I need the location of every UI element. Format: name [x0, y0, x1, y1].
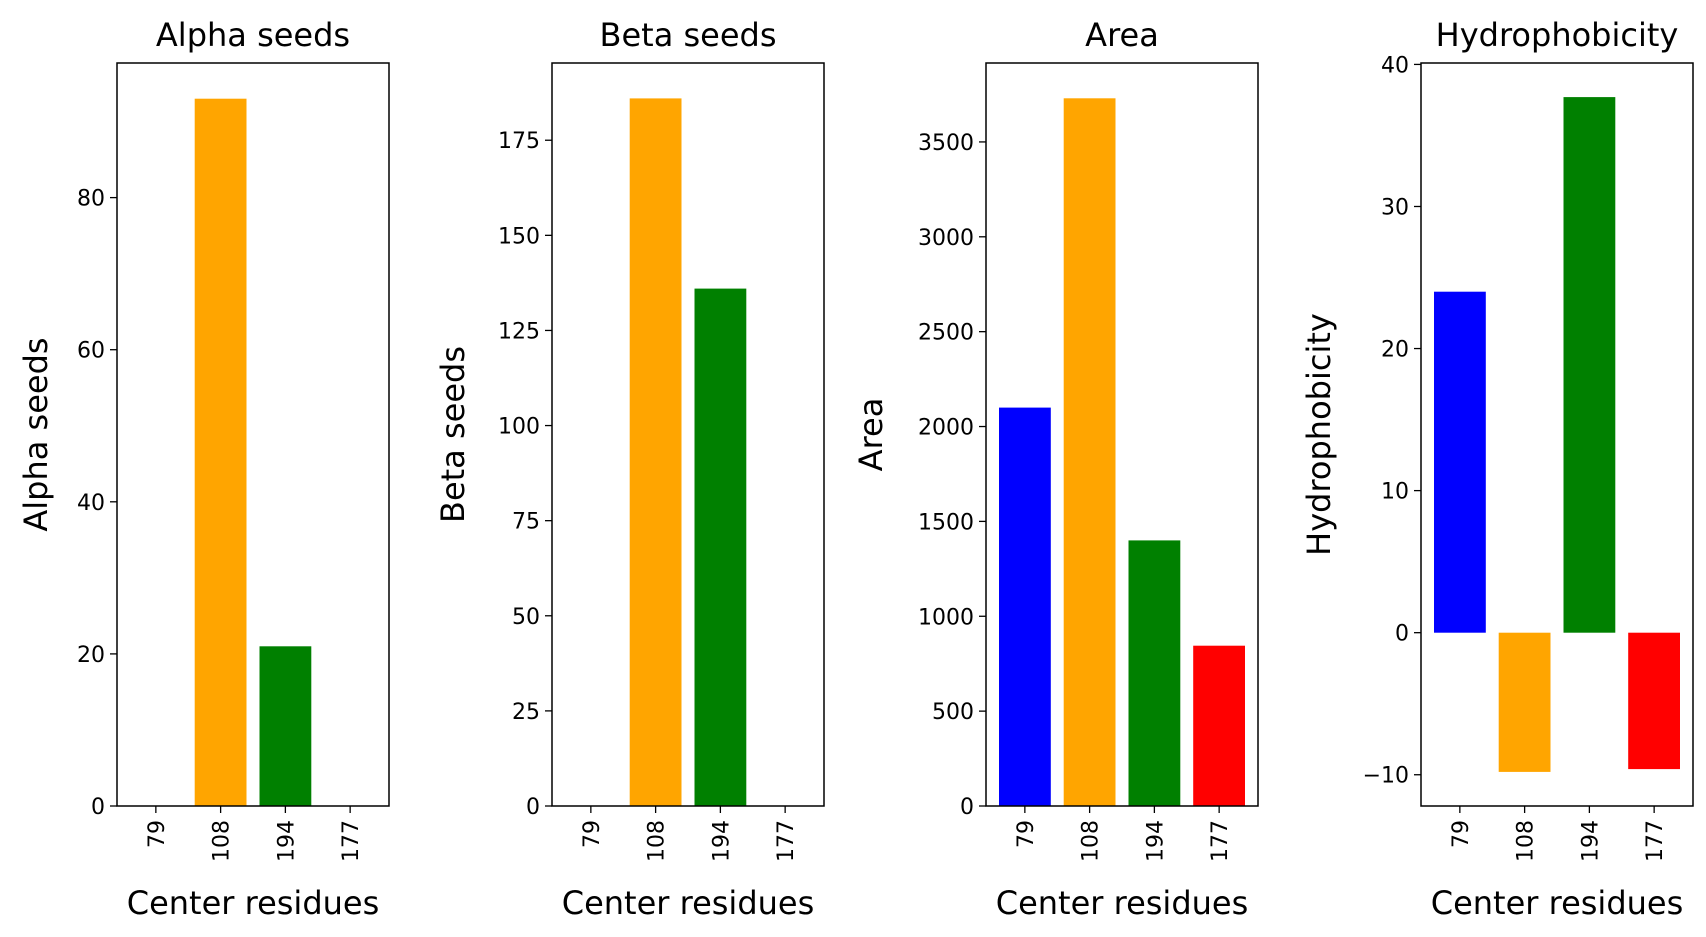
x-tick-label: 194 [709, 820, 734, 862]
x-tick-label: 79 [1014, 820, 1039, 848]
axes-frame [116, 62, 390, 807]
x-tick-label: 79 [1449, 820, 1474, 848]
x-tick-label: 194 [1143, 820, 1168, 862]
y-tick-label: 1500 [918, 510, 974, 535]
x-tick-label: 79 [580, 820, 605, 848]
y-tick-label: 60 [77, 339, 105, 364]
panel-3: 0 500 1000 1500 2000 2500 3000 3500 79 108 194 177 A… [852, 16, 1259, 922]
y-tick-label: 2000 [918, 416, 974, 441]
y-tick-label: 100 [498, 415, 540, 440]
y-axis-label: Beta seeds [434, 346, 472, 523]
bar-177 [1193, 645, 1245, 806]
x-tick-label: 194 [1578, 820, 1603, 862]
y-tick-label: 40 [1381, 53, 1409, 78]
x-tick-label: 108 [645, 820, 670, 862]
bar-79 [999, 407, 1051, 806]
y-tick-label: 75 [512, 510, 540, 535]
axes-frame [551, 62, 825, 807]
chart-title: Hydrophobicity [1436, 16, 1679, 54]
x-tick-label: 177 [1643, 820, 1668, 862]
y-tick-label: 0 [1395, 622, 1409, 647]
y-tick-label: −10 [1363, 764, 1409, 789]
axes-frame [985, 62, 1259, 807]
bar-108 [194, 98, 247, 806]
chart-title: Beta seeds [600, 16, 777, 54]
y-tick-label: 2500 [918, 321, 974, 346]
y-tick-label: 500 [932, 700, 974, 725]
x-tick-label: 177 [774, 820, 799, 862]
y-tick-label: 3500 [918, 131, 974, 156]
y-tick-label: 0 [91, 795, 105, 820]
y-tick-label: 3000 [918, 226, 974, 251]
x-tick-label: 108 [1514, 820, 1539, 862]
panel-1: 0 20 40 60 80 79 108 194 177 Alpha seeds Center re… [17, 16, 390, 922]
x-tick-label: 177 [1208, 820, 1233, 862]
y-tick-label: 10 [1381, 480, 1409, 505]
panel-2: 0 25 50 75 100 125 150 175 79 108 194 177 Beta seeds… [434, 16, 825, 922]
y-tick-label: 25 [512, 700, 540, 725]
x-axis-label: Center residues [996, 884, 1249, 922]
chart-title: Area [1085, 16, 1159, 54]
x-tick-label: 79 [145, 820, 170, 848]
x-tick-label: 108 [210, 820, 235, 862]
bar-108 [629, 98, 682, 806]
bar-194 [1563, 97, 1616, 633]
y-tick-label: 40 [77, 491, 105, 516]
bar-194 [259, 646, 312, 806]
y-tick-label: 1000 [918, 605, 974, 630]
y-tick-label: 50 [512, 605, 540, 630]
panel-4: −10 0 10 20 30 40 79 108 194 177 Hydrophobicity Cen… [1300, 16, 1694, 922]
x-tick-label: 194 [274, 820, 299, 862]
x-axis-label: Center residues [127, 884, 380, 922]
x-tick-label: 108 [1079, 820, 1104, 862]
x-tick-label: 177 [339, 820, 364, 862]
y-tick-label: 150 [498, 224, 540, 249]
y-tick-label: 20 [1381, 338, 1409, 363]
axes-frame [1420, 62, 1694, 807]
y-tick-label: 0 [526, 795, 540, 820]
x-axis-label: Center residues [562, 884, 815, 922]
y-tick-label: 80 [77, 187, 105, 212]
y-tick-label: 30 [1381, 195, 1409, 220]
y-tick-label: 125 [498, 319, 540, 344]
bar-79 [1434, 291, 1486, 633]
bar-177 [1628, 632, 1680, 770]
y-tick-label: 20 [77, 643, 105, 668]
x-axis-label: Center residues [1431, 884, 1684, 922]
y-tick-label: 0 [960, 795, 974, 820]
chart-title: Alpha seeds [156, 16, 350, 54]
bar-194 [1128, 540, 1181, 806]
bar-108 [1063, 98, 1116, 807]
y-axis-label: Alpha seeds [17, 337, 55, 531]
bar-108 [1498, 632, 1551, 772]
y-axis-label: Area [852, 398, 890, 472]
y-tick-label: 175 [498, 129, 540, 154]
bar-194 [694, 288, 747, 807]
y-axis-label: Hydrophobicity [1300, 313, 1338, 556]
